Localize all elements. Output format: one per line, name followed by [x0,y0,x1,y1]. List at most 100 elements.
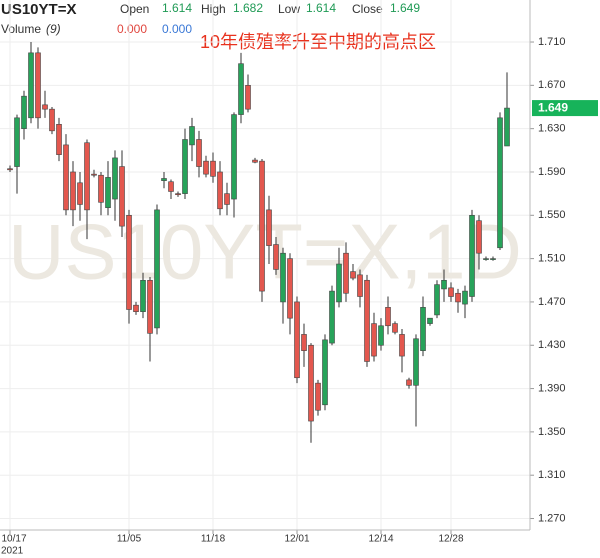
year-label: 2021 [1,546,24,557]
candle-body [63,144,69,211]
x-tick-label: 12/01 [284,534,309,545]
volume-value: 0.000 [162,22,192,36]
candle-body [280,252,286,303]
candle-body [462,290,468,305]
candle-body [490,258,496,260]
candle-body [497,117,503,249]
candle-body [21,95,27,129]
candle-body [35,52,41,119]
candle-body [399,334,405,357]
candle-body [420,307,426,351]
y-tick-label: 1.550 [538,209,566,221]
candle-body [406,379,412,386]
candle-body [112,157,118,200]
candle-body [182,139,188,194]
candle-body [126,214,132,310]
candle-body [252,159,258,163]
candle-body [175,193,181,196]
candle-body [168,181,174,192]
candle-body [217,171,223,210]
candle-body [14,117,20,167]
candle-body [308,344,314,422]
candle-body [28,52,34,119]
candle-body [224,193,230,205]
candle-body [448,287,454,297]
x-tick-label: 12/28 [438,534,463,545]
candle-body [91,173,97,176]
watermark: US10YT=X,1D [8,208,522,296]
candle-body [266,209,272,246]
candle-body [161,178,167,181]
candle-body [273,244,279,270]
candle-body [357,274,363,297]
close-label: Close [352,2,383,16]
y-tick-label: 1.630 [538,123,566,135]
candle-body [287,258,293,319]
y-tick-label: 1.310 [538,469,566,481]
y-tick-label: 1.590 [538,166,566,178]
x-tick-label: 12/14 [368,534,393,545]
candle-body [140,279,146,312]
y-tick-label: 1.670 [538,79,566,91]
volume-value: 0.000 [117,22,147,36]
candle-body [7,168,13,171]
candle-body [70,171,76,211]
candle-body [98,174,104,203]
candle-body [259,160,265,292]
candle-body [427,317,433,324]
candle-body [77,182,83,205]
close-value: 1.649 [390,1,420,15]
candle-body [329,290,335,344]
y-tick-label: 1.710 [538,36,566,48]
candle-body [294,301,300,379]
candle-body [154,209,160,329]
candle-body [483,258,489,260]
candle-body [441,279,447,290]
candle-body [203,160,209,175]
annotation: 10年债殖率升至中期的高点区 [200,31,436,52]
y-tick-label: 1.270 [538,512,566,524]
candle-body [315,382,321,411]
candle-body [42,104,48,110]
candle-body [84,142,90,211]
candle-body [455,292,461,303]
open-label: Open [120,2,149,16]
candle-body [210,160,216,177]
candle-body [56,124,62,155]
y-tick-label: 1.430 [538,339,566,351]
candle-body [147,279,153,334]
candle-body [238,63,244,115]
candle-body [231,114,237,200]
price-tag-label: 1.649 [538,100,568,114]
candle-body [392,323,398,333]
y-tick-label: 1.390 [538,382,566,394]
low-value: 1.614 [306,1,336,15]
candle-body [49,108,55,132]
candle-body [378,325,384,346]
candle-body [469,214,475,297]
price-tag [532,100,598,117]
candle-body [385,307,391,327]
candle-body [504,107,510,147]
candle-body [434,284,440,316]
x-tick-label: 11/18 [201,534,226,545]
open-value: 1.614 [162,1,192,15]
x-tick-label: 10/17 [1,534,26,545]
candle-body [413,338,419,386]
candle-body [322,339,328,406]
x-tick-label: 11/05 [117,534,142,545]
candle-body [364,279,370,362]
candle-body [196,139,202,167]
candle-body [343,252,349,294]
candle-body [476,220,482,254]
y-tick-label: 1.470 [538,296,566,308]
volume-period: (9) [46,22,61,36]
candle-body [189,126,195,146]
candle-body [133,304,139,312]
y-tick-label: 1.350 [538,426,566,438]
candle-body [301,334,307,351]
candle-body [245,85,251,110]
high-value: 1.682 [233,1,263,15]
candle-body [350,271,356,279]
candle-body [119,166,125,227]
